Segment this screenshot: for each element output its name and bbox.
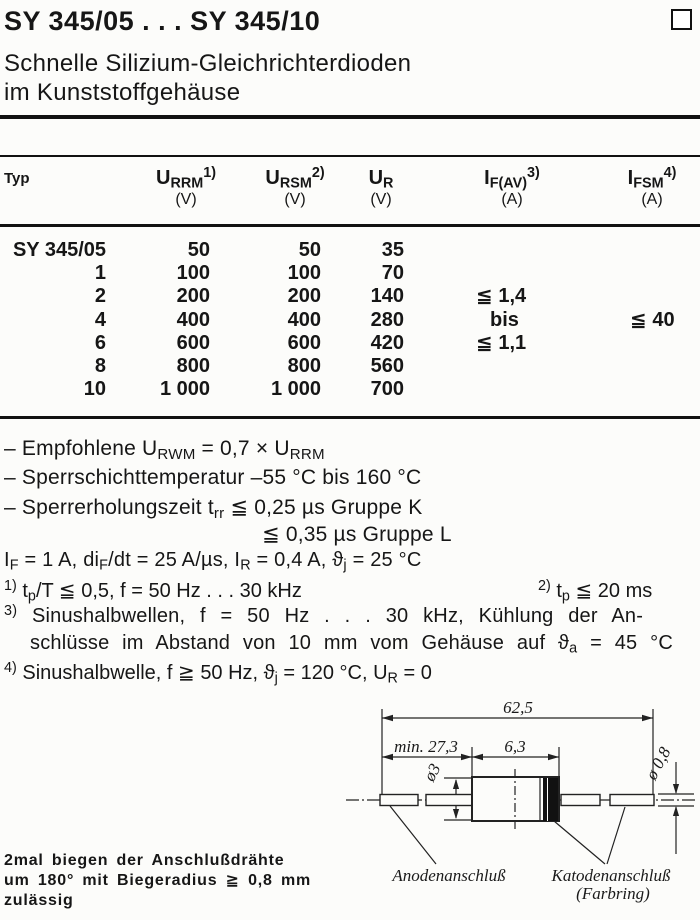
column-ursm: 50 100 200 400 600 800 1 000: [230, 239, 321, 401]
cell-ur: 140: [370, 285, 404, 308]
cell-urrm: 100: [176, 262, 210, 285]
cell-ifav: [476, 239, 566, 262]
dim-label-lead: min. 27,3: [394, 737, 458, 756]
cell-ursm: 1 000: [270, 378, 321, 401]
page-subtitle: Schnelle Silizium-Gleichrichterdioden im…: [4, 49, 411, 107]
bend-note-line-1: 2mal biegen der Anschlußdrähte: [4, 852, 285, 869]
subtitle-line-2: im Kunststoffgehäuse: [4, 79, 241, 106]
cell-ifsm: [630, 332, 696, 355]
cell-ifav: [476, 378, 566, 401]
cell-ifav: ≦ 1,1: [476, 331, 527, 354]
cell-ifsm: [630, 239, 696, 262]
footnote-1: 1) tp/T ≦ 0,5, f = 50 Hz . . . 30 kHz: [4, 577, 302, 605]
cell-typ: 8: [94, 354, 106, 377]
dim-label-body-dia: ø3: [419, 760, 444, 785]
cell-ur: 420: [370, 331, 404, 354]
cell-urrm: 600: [176, 331, 210, 354]
cell-ursm: 600: [287, 331, 321, 354]
bend-note: 2mal biegen der Anschlußdrähte um 180° m…: [4, 851, 311, 911]
footnote-3-line2: schlüsse im Abstand von 10 mm vom Gehäus…: [30, 632, 673, 657]
col-header-ifav: IF(AV)3) (A): [484, 164, 540, 208]
col-header-ur: UR (V): [368, 167, 394, 208]
anode-lead: [379, 793, 419, 807]
cell-ifsm: [630, 262, 696, 285]
bend-note-line-3: zulässig: [4, 892, 74, 909]
cell-ursm: 100: [287, 262, 321, 285]
cell-ursm: 200: [287, 285, 321, 308]
cell-ifav: [476, 262, 566, 285]
note-recovery-k: – Sperrerholungszeit trr ≦ 0,25 µs Grupp…: [4, 496, 423, 522]
cell-typ: 6: [94, 331, 106, 354]
bend-note-line-2: um 180° mit Biegeradius ≧ 0,8 mm: [4, 872, 312, 889]
divider-table-bottom: [0, 416, 700, 419]
cell-urrm: 200: [176, 285, 210, 308]
dimension-arrowheads: [382, 714, 680, 819]
col-header-urrm: URRM1) (V): [155, 164, 217, 208]
package-drawing: 62,5 min. 27,3 6,3 ø3 ø 0,8 Anodenanschl…: [346, 698, 698, 903]
footnote-4: 4) Sinushalbwelle, f ≧ 50 Hz, ϑj = 120 °…: [4, 659, 432, 687]
page-title: SY 345/05 . . . SY 345/10: [4, 6, 321, 36]
cell-urrm: 800: [176, 354, 210, 377]
cathode-lead: [560, 793, 601, 807]
cell-ur: 70: [381, 262, 404, 285]
note-urwm: – Empfohlene URWM = 0,7 × URRM: [4, 437, 325, 463]
note-junction-temp: – Sperrschichttemperatur –55 °C bis 160 …: [4, 466, 422, 489]
cell-typ: SY 345/05: [12, 239, 106, 261]
dim-label-total: 62,5: [503, 698, 533, 717]
divider-table-top: [0, 155, 700, 157]
cell-ifsm: ≦ 40: [630, 308, 675, 331]
subtitle-line-1: Schnelle Silizium-Gleichrichterdioden: [4, 50, 412, 77]
anode-label: Anodenanschluß: [391, 866, 506, 885]
cathode-leader-wire: [606, 806, 626, 865]
cell-ursm: 400: [287, 308, 321, 331]
cell-ifav: bis: [490, 308, 519, 331]
cell-ifav: ≦ 1,4: [476, 285, 527, 308]
cell-ursm: 800: [287, 354, 321, 377]
cell-ifsm: [630, 285, 696, 308]
cell-ur: 700: [370, 378, 404, 401]
divider-thick: [0, 115, 700, 119]
column-urrm: 50 100 200 400 600 800 1 000: [120, 239, 210, 401]
col-header-ifsm: IFSM4) (A): [627, 164, 677, 208]
cathode-label: Katodenanschluß: [551, 866, 671, 885]
cell-ur: 280: [370, 308, 404, 331]
cell-urrm: 50: [187, 239, 210, 261]
column-ur: 35 70 140 280 420 560 700: [320, 239, 404, 401]
cell-typ: 4: [94, 308, 106, 331]
column-ifav: ≦ 1,4 bis ≦ 1,1: [476, 239, 566, 401]
cell-ifsm: [630, 355, 696, 378]
dim-label-wire-dia: ø 0,8: [641, 744, 674, 784]
cell-typ: 2: [94, 285, 106, 308]
col-header-ursm: URSM2) (V): [265, 164, 325, 208]
note-recovery-l: ≦ 0,35 µs Gruppe L: [262, 523, 452, 546]
column-typ: SY 345/05 1 2 4 6 8 10: [0, 239, 106, 401]
cell-typ: 1: [94, 262, 106, 285]
footnote-2: 2) tp ≦ 20 ms: [538, 577, 653, 605]
cell-ur: 560: [370, 354, 404, 377]
divider-header-bottom: [0, 224, 700, 227]
cell-typ: 10: [83, 378, 106, 401]
cathode-leader-band: [553, 820, 606, 865]
dim-label-body-length: 6,3: [504, 737, 525, 756]
cell-ursm: 50: [298, 239, 321, 261]
col-header-typ: Typ: [4, 170, 30, 187]
cell-ur: 35: [381, 239, 404, 261]
corner-checkbox: [671, 9, 692, 30]
cell-urrm: 400: [176, 308, 210, 331]
cell-ifsm: [630, 378, 696, 401]
footnote-3-line1: 3) Sinushalbwellen, f = 50 Hz . . . 30 k…: [4, 602, 644, 627]
cathode-band: [543, 778, 558, 821]
cell-urrm: 1 000: [159, 378, 210, 401]
anode-leader: [389, 805, 437, 865]
cell-ifav: [476, 355, 566, 378]
note-test-conditions: IF = 1 A, diF/dt = 25 A/µs, IR = 0,4 A, …: [4, 549, 422, 574]
column-ifsm: ≦ 40: [630, 239, 696, 401]
cathode-sublabel: (Farbring): [576, 884, 650, 903]
